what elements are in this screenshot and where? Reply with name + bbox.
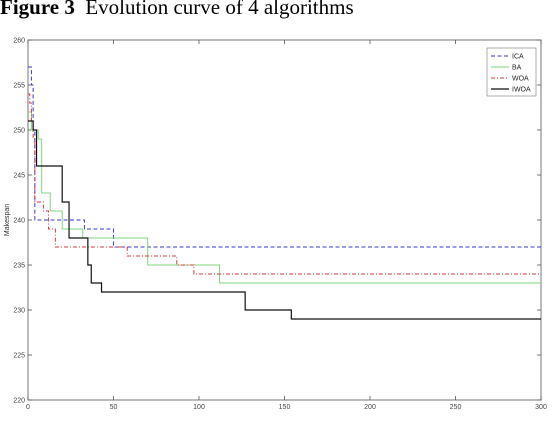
series-lines — [28, 66, 541, 320]
x-tick-label: 300 — [535, 404, 547, 411]
x-tick-label: 100 — [193, 404, 205, 411]
legend-label-ica: ICA — [512, 54, 524, 61]
x-tick-label: 250 — [450, 404, 462, 411]
y-tick-label: 240 — [13, 218, 25, 225]
legend-label-woa: WOA — [512, 76, 529, 83]
y-tick-label: 245 — [13, 173, 25, 180]
legend-box — [486, 47, 537, 97]
legend: ICA BA WOA IWOA — [486, 47, 537, 97]
y-tick-label: 230 — [13, 308, 25, 315]
plot-frame — [27, 39, 542, 401]
series-line-ica — [28, 66, 541, 248]
figure-label: Figure 3 — [0, 0, 75, 19]
x-tick-label: 200 — [364, 404, 376, 411]
legend-label-ba: BA — [512, 65, 522, 72]
y-tick-label: 220 — [13, 398, 25, 405]
y-axis-label: Makespan — [4, 204, 11, 236]
series-line-iwoa — [28, 120, 541, 320]
figure-caption-text: Evolution curve of 4 algorithms — [85, 0, 354, 19]
figure-caption: Figure 3 Evolution curve of 4 algorithms — [0, 0, 354, 19]
y-tick-label: 235 — [13, 263, 25, 270]
y-tick-label: 255 — [13, 83, 25, 90]
y-tick-label: 250 — [13, 128, 25, 135]
y-tick-label: 225 — [13, 353, 25, 360]
x-tick-label: 50 — [110, 404, 118, 411]
series-line-ba — [28, 111, 541, 284]
series-line-woa — [28, 93, 541, 275]
y-tick-label: 260 — [13, 38, 25, 45]
x-tick-label: 150 — [279, 404, 291, 411]
legend-label-iwoa: IWOA — [512, 87, 531, 94]
axes: 0 50 100 150 200 250 300 220 225 230 235 240 245 250 2… — [4, 38, 547, 412]
x-tick-label: 0 — [26, 404, 30, 411]
